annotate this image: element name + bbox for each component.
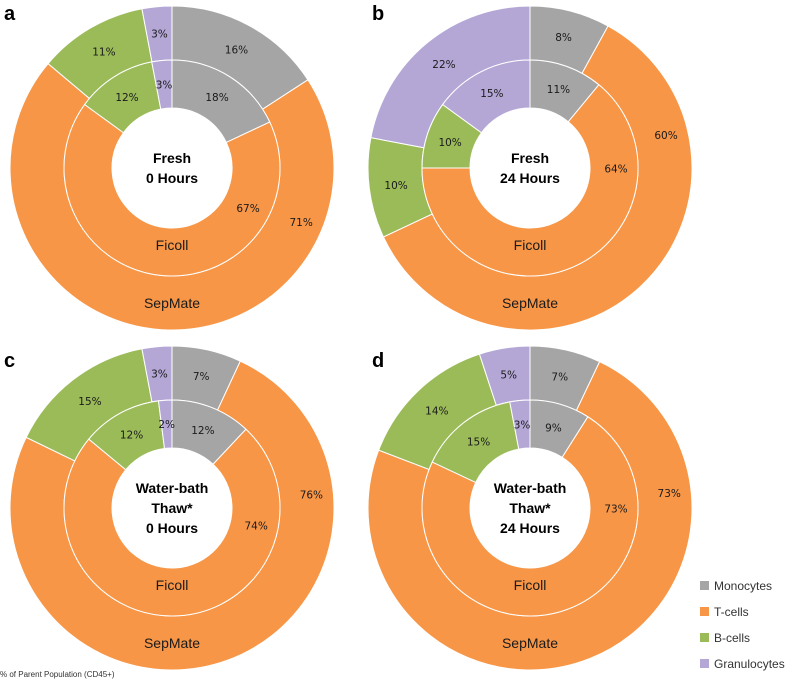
charts-layer: a 16% 71% 11% 3% SepMate 18% 67% 12% 3% Ficoll Fres… bbox=[4, 3, 693, 671]
center-label-line-2: 0 Hours bbox=[146, 170, 198, 186]
donut-hole bbox=[112, 448, 232, 568]
pct-label-ficoll-b-cells: 12% bbox=[115, 92, 138, 104]
ring-label-sepmate: SepMate bbox=[502, 295, 558, 311]
pct-label-ficoll-t-cells: 74% bbox=[245, 521, 268, 533]
legend-item-b-cells: B-cells bbox=[700, 631, 750, 645]
legend-item-granulocytes: Granulocytes bbox=[700, 657, 785, 671]
pct-label-ficoll-monocytes: 18% bbox=[205, 92, 228, 104]
pct-label-ficoll-granulocytes: 15% bbox=[480, 88, 503, 100]
center-label-line-1: Water-bath bbox=[494, 480, 567, 496]
pct-label-sepmate-monocytes: 16% bbox=[225, 44, 248, 56]
center-label-line-2: 24 Hours bbox=[500, 170, 560, 186]
pct-label-sepmate-t-cells: 76% bbox=[300, 490, 323, 502]
pct-label-sepmate-granulocytes: 5% bbox=[500, 370, 517, 382]
legend-label-monocytes: Monocytes bbox=[714, 579, 772, 593]
pct-label-ficoll-t-cells: 73% bbox=[604, 503, 627, 515]
donut-hole bbox=[112, 108, 232, 228]
center-label-line-1: Fresh bbox=[153, 150, 191, 166]
center-label-line-1: Water-bath bbox=[136, 480, 209, 496]
ring-label-sepmate: SepMate bbox=[144, 635, 200, 651]
center-label-line-3: 24 Hours bbox=[500, 520, 560, 536]
panel-label-d: d bbox=[372, 350, 384, 372]
slice-ficoll-t-cells bbox=[63, 428, 281, 617]
panel-label-a: a bbox=[4, 3, 16, 25]
pct-label-ficoll-b-cells: 15% bbox=[467, 437, 490, 449]
pct-label-sepmate-granulocytes: 3% bbox=[151, 369, 168, 381]
pct-label-ficoll-t-cells: 67% bbox=[236, 203, 259, 215]
legend-swatch-t-cells bbox=[700, 607, 709, 616]
pct-label-ficoll-granulocytes: 2% bbox=[158, 419, 175, 431]
legend-swatch-monocytes bbox=[700, 581, 709, 590]
legend-swatch-granulocytes bbox=[700, 659, 709, 668]
legend-label-t-cells: T-cells bbox=[714, 605, 749, 619]
ring-label-ficoll: Ficoll bbox=[156, 237, 189, 253]
pct-label-ficoll-granulocytes: 3% bbox=[156, 79, 173, 91]
pct-label-sepmate-b-cells: 14% bbox=[425, 405, 448, 417]
ring-label-ficoll: Ficoll bbox=[156, 577, 189, 593]
pct-label-sepmate-monocytes: 7% bbox=[193, 371, 210, 383]
donut-hole bbox=[470, 108, 590, 228]
donut-panel-d: d 7% 73% 14% 5% SepMate 9% 73% 15% 3% Ficoll Water-… bbox=[367, 345, 693, 671]
panel-label-b: b bbox=[372, 3, 384, 25]
pct-label-sepmate-monocytes: 7% bbox=[551, 371, 568, 383]
pct-label-sepmate-granulocytes: 3% bbox=[151, 29, 168, 41]
donut-panel-c: c 7% 76% 15% 3% SepMate 12% 74% 12% 2% Ficoll Water… bbox=[4, 345, 335, 671]
pct-label-sepmate-t-cells: 60% bbox=[654, 130, 677, 142]
pct-label-ficoll-t-cells: 64% bbox=[604, 163, 627, 175]
pct-label-sepmate-b-cells: 11% bbox=[92, 46, 115, 58]
pct-label-ficoll-monocytes: 9% bbox=[545, 422, 562, 434]
center-label-line-2: Thaw* bbox=[151, 500, 193, 516]
pct-label-sepmate-monocytes: 8% bbox=[555, 32, 572, 44]
panel-label-c: c bbox=[4, 350, 15, 372]
donut-hole bbox=[470, 448, 590, 568]
legend-swatch-b-cells bbox=[700, 633, 709, 642]
legend-item-t-cells: T-cells bbox=[700, 605, 749, 619]
pct-label-sepmate-t-cells: 73% bbox=[658, 488, 681, 500]
pct-label-sepmate-granulocytes: 22% bbox=[432, 59, 455, 71]
ring-label-sepmate: SepMate bbox=[144, 295, 200, 311]
pct-label-ficoll-monocytes: 12% bbox=[191, 425, 214, 437]
ring-label-sepmate: SepMate bbox=[502, 635, 558, 651]
pct-label-ficoll-granulocytes: 3% bbox=[514, 419, 531, 431]
ring-label-ficoll: Ficoll bbox=[514, 237, 547, 253]
donut-panel-a: a 16% 71% 11% 3% SepMate 18% 67% 12% 3% Ficoll Fres… bbox=[4, 3, 335, 331]
center-label-line-1: Fresh bbox=[511, 150, 549, 166]
footnote: % of Parent Population (CD45+) bbox=[0, 670, 115, 679]
pct-label-sepmate-b-cells: 10% bbox=[384, 180, 407, 192]
legend-item-monocytes: Monocytes bbox=[700, 579, 772, 593]
pct-label-sepmate-b-cells: 15% bbox=[78, 396, 101, 408]
legend: Monocytes T-cells B-cells Granulocytes bbox=[700, 579, 785, 671]
pct-label-ficoll-b-cells: 12% bbox=[120, 429, 143, 441]
pct-label-sepmate-t-cells: 71% bbox=[289, 217, 312, 229]
pct-label-ficoll-b-cells: 10% bbox=[438, 137, 461, 149]
legend-label-granulocytes: Granulocytes bbox=[714, 657, 785, 671]
legend-label-b-cells: B-cells bbox=[714, 631, 750, 645]
pct-label-ficoll-monocytes: 11% bbox=[547, 84, 570, 96]
donut-panel-b: b 8% 60% 10% 22% SepMate 11% 64% 10% 15% Ficoll Fre… bbox=[367, 3, 693, 331]
center-label-line-2: Thaw* bbox=[509, 500, 551, 516]
center-label-line-3: 0 Hours bbox=[146, 520, 198, 536]
ring-label-ficoll: Ficoll bbox=[514, 577, 547, 593]
